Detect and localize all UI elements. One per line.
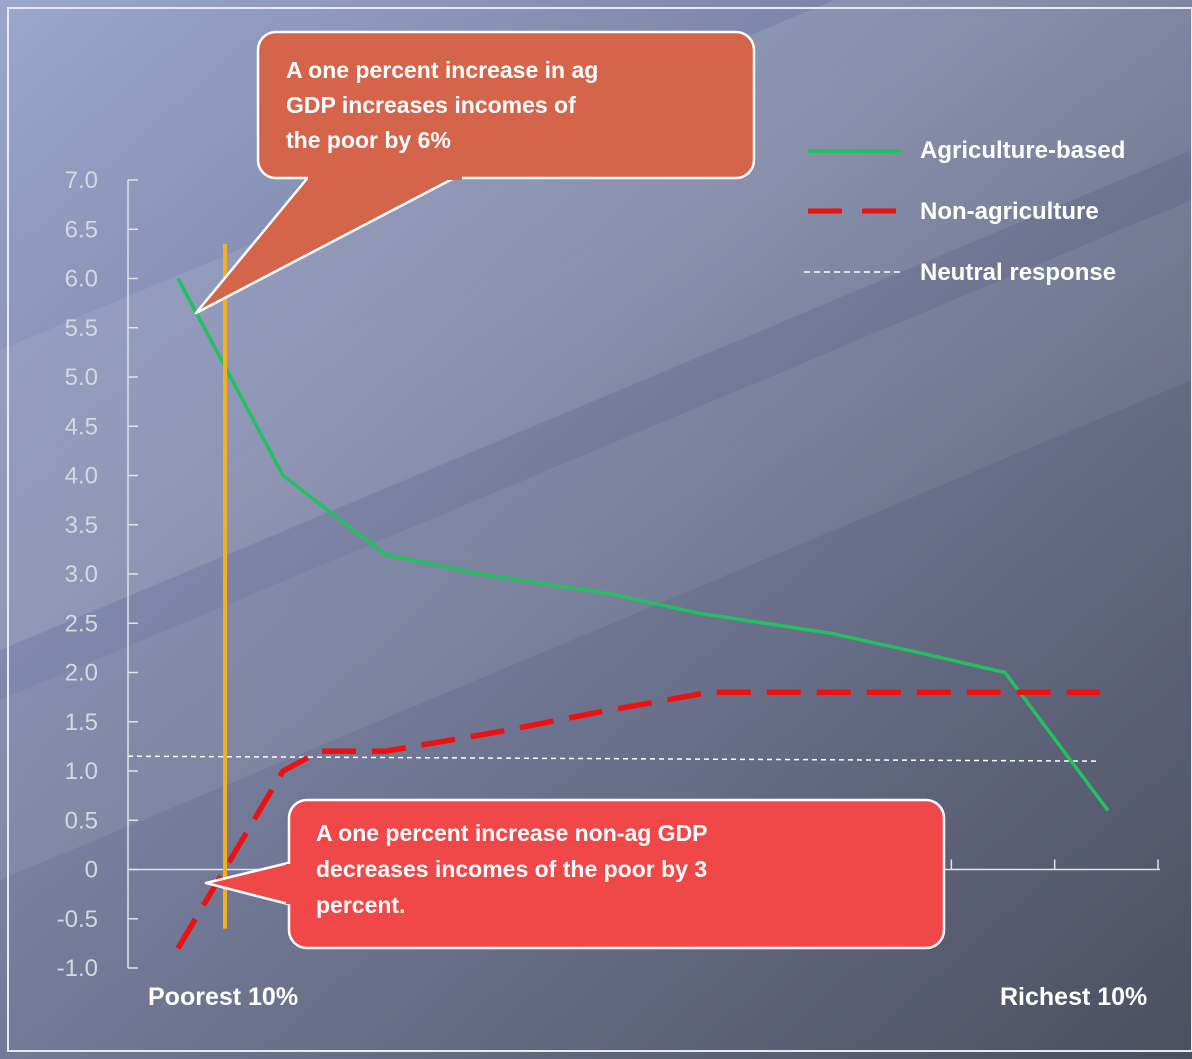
callout-ag-text: A one percent increase in ag [286,57,598,83]
y-tick-label: 0.5 [65,807,98,834]
x-label-poorest: Poorest 10% [148,983,298,1011]
x-label-richest: Richest 10% [1000,983,1147,1011]
callout-ag-text: GDP increases incomes of [286,92,576,118]
y-tick-label: 6.5 [65,216,98,243]
callout-ag-text: the poor by 6% [286,127,451,153]
callout-ag-box [256,30,756,180]
callout-nonag-pointer [204,860,294,907]
legend-label: Neutral response [920,259,1116,286]
series-neutral-response-line [127,755,1101,762]
y-tick-label: 3.5 [65,512,98,539]
series-agriculture-based-line [176,277,1110,812]
y-tick-label: -1.0 [57,955,98,982]
callout-nonag-text: percent. [316,892,405,918]
y-tick-label: 7.0 [65,167,98,194]
y-tick-label: 3.0 [65,561,98,588]
callout-ag-pointer [194,173,462,315]
y-tick-label: 2.0 [65,660,98,687]
y-tick-label: 6.0 [65,266,98,293]
y-tick-label: 1.5 [65,709,98,736]
y-tick-label: 4.0 [65,463,98,490]
x-axis-captions: Poorest 10% Richest 10% [148,983,1147,1011]
chart-marks [127,244,1110,950]
callout-nonag-text: A one percent increase non-ag GDP [316,820,708,846]
callout-ag-seam [308,172,462,180]
callout-nonag-text: decreases incomes of the poor by 3 [316,856,707,882]
y-tick-label: 2.5 [65,610,98,637]
callouts: A one percent increase in ag GDP increase… [194,30,946,950]
legend-label: Non-agriculture [920,198,1099,225]
legend: Agriculture-based Non-agriculture Neutral … [804,137,1125,286]
y-tick-label: 4.5 [65,413,98,440]
y-tick-label: 5.0 [65,364,98,391]
y-tick-label: -0.5 [57,906,98,933]
series-non-agriculture-line [175,689,1100,950]
callout-nonag-seam [286,864,294,904]
y-tick-label: 1.0 [65,758,98,785]
y-tick-labels: 7.0 6.5 6.0 5.5 5.0 4.5 4.0 3.5 3.0 2.5 2.0 1.5 1.0 0… [57,167,98,982]
y-tick-label: 5.5 [65,315,98,342]
legend-label: Agriculture-based [920,137,1125,164]
y-tick-label: 0 [85,857,98,884]
